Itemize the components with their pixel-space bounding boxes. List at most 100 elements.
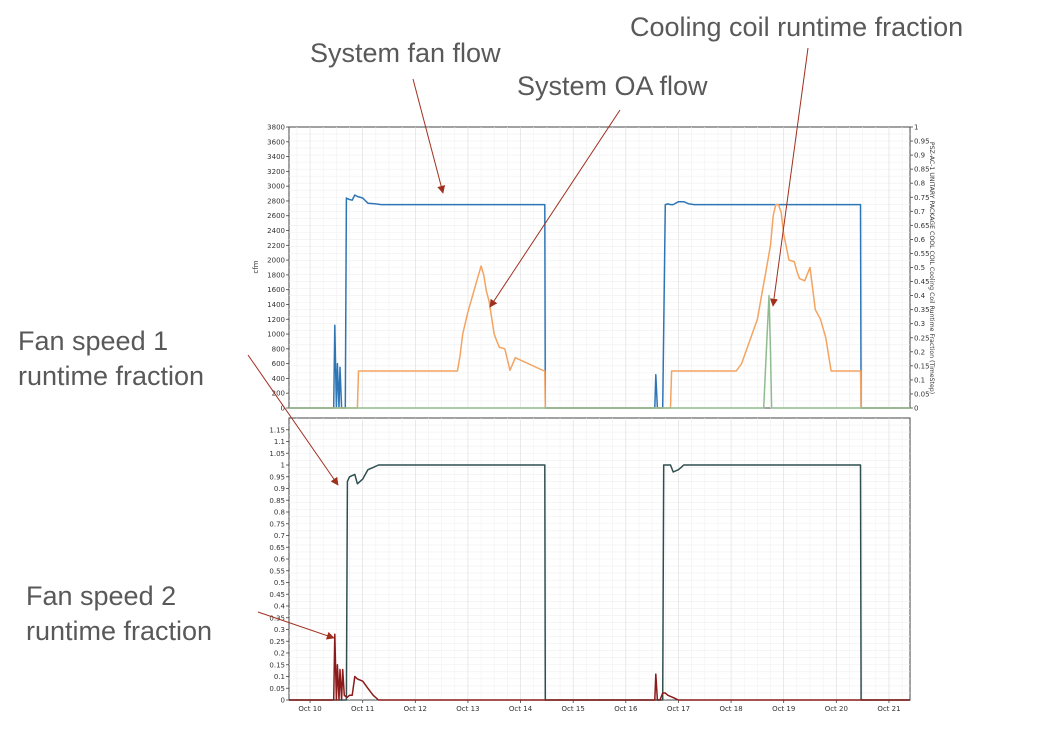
y2-tick-label: 0.65: [914, 222, 930, 230]
y-tick-label: 0.4: [274, 603, 286, 611]
series-line-speed1: [289, 464, 910, 701]
fan-speed1-arrow: [247, 354, 339, 486]
y-tick-label: 1400: [267, 301, 285, 309]
top-right-axis-ticks: 0 0.05 0.1 0.15 0.2 0.25 0.3 0.35 0.4 0.45 0.5 0.55…: [910, 124, 930, 413]
y-tick-label: 0.2: [274, 650, 285, 658]
y-tick-label: 0.05: [269, 685, 285, 693]
oa-flow-annotation: System OA flow: [517, 71, 708, 101]
x-tick-label: Oct 18: [719, 705, 742, 713]
y-tick-label: 2600: [267, 212, 285, 220]
x-tick-label: Oct 17: [667, 705, 690, 713]
bottom-left-axis-ticks: 00.050.10.150.20.250.30.350.40.450.50.55…: [269, 426, 289, 705]
bottom-gridlines: [289, 418, 910, 700]
y-tick-label: 2200: [267, 242, 285, 250]
y2-tick-label: 0.6: [914, 236, 926, 244]
bottom-series-group: [289, 464, 910, 701]
y2-tick-label: 0.2: [914, 348, 925, 356]
y2-tick-label: 0.45: [914, 278, 930, 286]
x-tick-label: Oct 12: [404, 705, 427, 713]
y-tick-label: 1.05: [269, 450, 285, 458]
y-tick-label: 0.65: [269, 544, 285, 552]
y2-tick-label: 0.3: [914, 320, 925, 328]
y-tick-label: 0.15: [269, 661, 285, 669]
oa-flow-arrow: [489, 109, 621, 308]
y-tick-label: 1200: [267, 316, 285, 324]
fan-flow-arrow: [412, 78, 446, 194]
series-line-speed2: [289, 633, 910, 701]
y-tick-label: 0.45: [269, 591, 285, 599]
y-tick-label: 0.9: [274, 485, 285, 493]
y-tick-label: 0.7: [274, 532, 285, 540]
x-tick-label: Oct 15: [562, 705, 585, 713]
top-gridlines: [289, 127, 910, 408]
y-tick-label: 0.6: [274, 556, 286, 564]
x-tick-label: Oct 21: [877, 705, 900, 713]
y-tick-label: 800: [272, 345, 285, 353]
x-tick-label: Oct 20: [825, 705, 848, 713]
y2-tick-label: 0.8: [914, 180, 925, 188]
y2-tick-label: 0.05: [914, 390, 930, 398]
y-tick-label: 1.1: [274, 438, 285, 446]
fan-speed1-annotation: Fan speed 1 runtime fraction: [18, 324, 204, 394]
y2-tick-label: 0.85: [914, 166, 930, 174]
y2-tick-label: 0.7: [914, 208, 925, 216]
bottom-chart-panel: 00.050.10.150.20.250.30.350.40.450.50.55…: [269, 417, 911, 713]
x-tick-label: Oct 16: [614, 705, 638, 713]
y-tick-label: 3600: [267, 138, 285, 146]
y2-tick-label: 0.5: [914, 264, 925, 272]
y-tick-label: 3400: [267, 153, 285, 161]
y-tick-label: 1000: [267, 331, 285, 339]
y-tick-label: 0.8: [274, 509, 285, 517]
cooling-rtf-annotation: Cooling coil runtime fraction: [630, 12, 964, 42]
fan-speed1-line2: runtime fraction: [18, 361, 205, 391]
fan-flow-annotation: System fan flow: [310, 38, 501, 68]
annotation-arrows: [247, 47, 809, 640]
y2-tick-label: 0.75: [914, 194, 930, 202]
y-tick-label: 0: [281, 405, 285, 413]
y-tick-label: 1600: [267, 286, 285, 294]
y-tick-label: 0: [281, 697, 285, 705]
top-chart-panel: 0 200 400 600 800 1000 1200 1400 1600 1800 2000 220…: [252, 124, 935, 413]
y2-tick-label: 0.15: [914, 362, 930, 370]
y-tick-label: 1.15: [269, 426, 285, 434]
fan-speed1-line1: Fan speed 1: [18, 326, 169, 356]
y2-tick-label: 0.55: [914, 250, 930, 258]
fan-speed2-arrow: [257, 611, 335, 640]
top-left-axis-label: cfm: [252, 260, 260, 273]
y2-tick-label: 0.1: [914, 376, 925, 384]
y-tick-label: 0.85: [269, 497, 285, 505]
y-tick-label: 3800: [267, 124, 285, 132]
y-tick-label: 0.75: [269, 520, 285, 528]
x-tick-label: Oct 13: [456, 705, 479, 713]
y-tick-label: 0.95: [269, 473, 285, 481]
y-tick-label: 2000: [267, 257, 285, 265]
y2-tick-label: 1: [914, 124, 918, 132]
y2-tick-label: 0.25: [914, 334, 930, 342]
series-line-oa_flow: [289, 203, 910, 409]
y-tick-label: 400: [272, 375, 285, 383]
y-tick-label: 1800: [267, 271, 285, 279]
top-right-axis-label: PSZ-AC-1 UNITARY PACKAGE COOL COIL Cooli…: [928, 142, 935, 394]
series-line-cooling_rtf: [289, 294, 910, 409]
bottom-x-axis-ticks: Oct 10 Oct 11 Oct 12 Oct 13 Oct 14 Oct 15 Oct …: [298, 700, 901, 713]
y-tick-label: 2800: [267, 197, 285, 205]
x-tick-label: Oct 19: [772, 705, 795, 713]
y-tick-label: 0.1: [274, 673, 285, 681]
y-tick-label: 2400: [267, 227, 285, 235]
top-left-axis-ticks: 0 200 400 600 800 1000 1200 1400 1600 1800 2000 220…: [267, 124, 289, 413]
fan-speed2-line2: runtime fraction: [26, 616, 213, 646]
y-tick-label: 200: [272, 390, 285, 398]
y-tick-label: 0.25: [269, 638, 285, 646]
y-tick-label: 1: [281, 462, 285, 470]
y2-tick-label: 0: [914, 405, 918, 413]
y-tick-label: 3200: [267, 168, 285, 176]
y-tick-label: 0.55: [269, 567, 285, 575]
x-tick-label: Oct 14: [509, 705, 533, 713]
x-tick-label: Oct 10: [298, 705, 321, 713]
x-tick-label: Oct 11: [351, 705, 374, 713]
y2-tick-label: 0.95: [914, 138, 930, 146]
top-series-group: [289, 194, 910, 409]
cooling-rtf-arrow: [770, 47, 809, 307]
y-tick-label: 600: [272, 360, 285, 368]
